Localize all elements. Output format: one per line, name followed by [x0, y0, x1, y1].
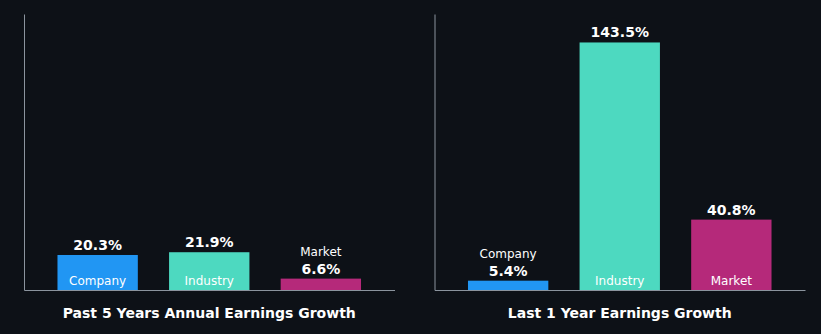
data-label: 40.8% [707, 202, 756, 218]
data-label: 143.5% [591, 24, 649, 40]
bar [281, 279, 361, 290]
axis-line [435, 290, 806, 291]
axis-line [25, 290, 396, 291]
y-axis [24, 15, 25, 291]
labels: 5.4% Company 143.5% Industry 40.8% Market [480, 24, 756, 288]
category-label: Company [480, 247, 537, 261]
bar [580, 42, 660, 290]
axis-title: Past 5 Years Annual Earnings Growth [63, 305, 356, 321]
data-label: 5.4% [489, 263, 528, 279]
bar [57, 255, 137, 290]
chart-root: Past 5 Years Annual Earnings Growth 20.3%… [0, 0, 821, 334]
category-label: Market [300, 245, 342, 259]
y-axis [435, 15, 436, 291]
panel: Past 5 Years Annual Earnings Growth 20.3%… [25, 15, 396, 322]
axis-line [435, 15, 436, 291]
data-label: 21.9% [185, 234, 234, 250]
category-label: Market [711, 274, 753, 288]
category-label: Industry [595, 274, 644, 288]
axis-line [24, 15, 25, 291]
bar [691, 220, 771, 290]
category-label: Industry [185, 274, 234, 288]
x-axis [25, 290, 396, 291]
data-label: 20.3% [73, 237, 122, 253]
panel: Last 1 Year Earnings Growth 5.4% Company 14… [435, 15, 806, 322]
bar [468, 281, 548, 290]
labels: 20.3% Company 21.9% Industry 6.6% Market [69, 234, 342, 288]
x-axis [435, 290, 806, 291]
axis-title: Last 1 Year Earnings Growth [508, 305, 732, 321]
bars [468, 42, 772, 290]
category-label: Company [69, 274, 126, 288]
data-label: 6.6% [301, 261, 340, 277]
bar [169, 252, 249, 290]
